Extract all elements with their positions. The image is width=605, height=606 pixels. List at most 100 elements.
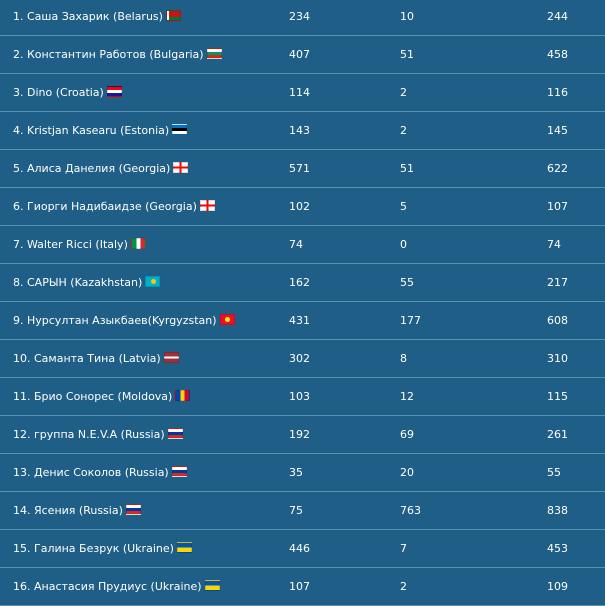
georgia-flag-icon: [199, 200, 215, 211]
participant-cell: 15. Галина Безрук (Ukraine): [13, 530, 192, 567]
participant-name: 5. Алиса Данелия (Georgia): [13, 162, 171, 175]
participant-cell: 5. Алиса Данелия (Georgia): [13, 150, 189, 187]
participant-cell: 4. Kristjan Kasearu (Estonia): [13, 112, 188, 149]
participant-name: 1. Саша Захарик (Belarus): [13, 10, 163, 23]
score-b-cell: 51: [400, 162, 414, 175]
total-cell: 116: [547, 86, 568, 99]
italy-flag-icon: [130, 238, 146, 249]
estonia-flag-icon: [172, 124, 188, 135]
participant-cell: 1. Саша Захарик (Belarus): [13, 0, 181, 35]
table-row: 13. Денис Соколов (Russia) 35 20 55: [0, 454, 605, 492]
score-a-cell: 407: [289, 48, 310, 61]
participant-cell: 16. Анастасия Прудиус (Ukraine): [13, 568, 220, 605]
total-cell: 608: [547, 314, 568, 327]
total-cell: 453: [547, 542, 568, 555]
score-a-cell: 107: [289, 580, 310, 593]
participant-cell: 10. Саманта Тина (Latvia): [13, 340, 179, 377]
score-a-cell: 234: [289, 10, 310, 23]
table-row: 3. Dino (Croatia) 114 2 116: [0, 74, 605, 112]
ukraine-flag-icon: [176, 542, 192, 553]
total-cell: 261: [547, 428, 568, 441]
table-row: 9. Нурсултан Азыкбаев(Kyrgyzstan) 431 17…: [0, 302, 605, 340]
total-cell: 109: [547, 580, 568, 593]
table-row: 10. Саманта Тина (Latvia) 302 8 310: [0, 340, 605, 378]
total-cell: 55: [547, 466, 561, 479]
score-b-cell: 2: [400, 124, 407, 137]
participant-name: 7. Walter Ricci (Italy): [13, 238, 128, 251]
score-b-cell: 0: [400, 238, 407, 251]
kazakhstan-flag-icon: [145, 276, 161, 287]
participant-name: 16. Анастасия Прудиус (Ukraine): [13, 580, 202, 593]
table-row: 6. Гиорги Надибаидзе (Georgia) 102 5 107: [0, 188, 605, 226]
score-b-cell: 7: [400, 542, 407, 555]
participant-name: 2. Константин Работов (Bulgaria): [13, 48, 204, 61]
score-a-cell: 446: [289, 542, 310, 555]
kyrgyzstan-flag-icon: [219, 314, 235, 325]
score-b-cell: 10: [400, 10, 414, 23]
total-cell: 244: [547, 10, 568, 23]
score-a-cell: 35: [289, 466, 303, 479]
score-b-cell: 2: [400, 580, 407, 593]
participant-cell: 9. Нурсултан Азыкбаев(Kyrgyzstan): [13, 302, 235, 339]
participant-name: 8. САРЫН (Kazakhstan): [13, 276, 143, 289]
table-row: 16. Анастасия Прудиус (Ukraine) 107 2 10…: [0, 568, 605, 606]
participant-name: 4. Kristjan Kasearu (Estonia): [13, 124, 170, 137]
score-a-cell: 143: [289, 124, 310, 137]
participant-name: 10. Саманта Тина (Latvia): [13, 352, 161, 365]
table-row: 5. Алиса Данелия (Georgia) 571 51 622: [0, 150, 605, 188]
score-a-cell: 571: [289, 162, 310, 175]
russia-flag-icon: [167, 428, 183, 439]
table-row: 2. Константин Работов (Bulgaria) 407 51 …: [0, 36, 605, 74]
score-a-cell: 75: [289, 504, 303, 517]
score-a-cell: 103: [289, 390, 310, 403]
total-cell: 107: [547, 200, 568, 213]
belarus-flag-icon: [165, 10, 181, 21]
ukraine-flag-icon: [204, 580, 220, 591]
score-b-cell: 69: [400, 428, 414, 441]
participant-cell: 3. Dino (Croatia): [13, 74, 122, 111]
total-cell: 310: [547, 352, 568, 365]
score-b-cell: 20: [400, 466, 414, 479]
score-a-cell: 431: [289, 314, 310, 327]
russia-flag-icon: [171, 466, 187, 477]
bulgaria-flag-icon: [206, 48, 222, 59]
score-a-cell: 192: [289, 428, 310, 441]
score-a-cell: 102: [289, 200, 310, 213]
table-row: 1. Саша Захарик (Belarus) 234 10 244: [0, 0, 605, 36]
participant-cell: 8. САРЫН (Kazakhstan): [13, 264, 161, 301]
score-b-cell: 5: [400, 200, 407, 213]
participant-cell: 11. Брио Сонорес (Moldova): [13, 378, 191, 415]
participant-cell: 13. Денис Соколов (Russia): [13, 454, 187, 491]
score-b-cell: 55: [400, 276, 414, 289]
moldova-flag-icon: [175, 390, 191, 401]
participant-cell: 14. Ясения (Russia): [13, 492, 141, 529]
participant-cell: 2. Константин Работов (Bulgaria): [13, 36, 222, 73]
participant-name: 13. Денис Соколов (Russia): [13, 466, 169, 479]
table-row: 11. Брио Сонорес (Moldova) 103 12 115: [0, 378, 605, 416]
total-cell: 115: [547, 390, 568, 403]
table-row: 7. Walter Ricci (Italy) 74 0 74: [0, 226, 605, 264]
table-row: 15. Галина Безрук (Ukraine) 446 7 453: [0, 530, 605, 568]
croatia-flag-icon: [106, 86, 122, 97]
total-cell: 74: [547, 238, 561, 251]
russia-flag-icon: [125, 504, 141, 515]
participant-name: 3. Dino (Croatia): [13, 86, 104, 99]
score-a-cell: 74: [289, 238, 303, 251]
score-b-cell: 177: [400, 314, 421, 327]
table-row: 14. Ясения (Russia) 75 763 838: [0, 492, 605, 530]
score-b-cell: 51: [400, 48, 414, 61]
participant-name: 11. Брио Сонорес (Moldova): [13, 390, 173, 403]
participant-name: 15. Галина Безрук (Ukraine): [13, 542, 174, 555]
georgia-flag-icon: [173, 162, 189, 173]
score-b-cell: 8: [400, 352, 407, 365]
participant-cell: 12. группа N.E.V.A (Russia): [13, 416, 183, 453]
latvia-flag-icon: [163, 352, 179, 363]
total-cell: 217: [547, 276, 568, 289]
participant-cell: 7. Walter Ricci (Italy): [13, 226, 146, 263]
participant-cell: 6. Гиорги Надибаидзе (Georgia): [13, 188, 215, 225]
total-cell: 622: [547, 162, 568, 175]
total-cell: 458: [547, 48, 568, 61]
score-b-cell: 2: [400, 86, 407, 99]
total-cell: 838: [547, 504, 568, 517]
